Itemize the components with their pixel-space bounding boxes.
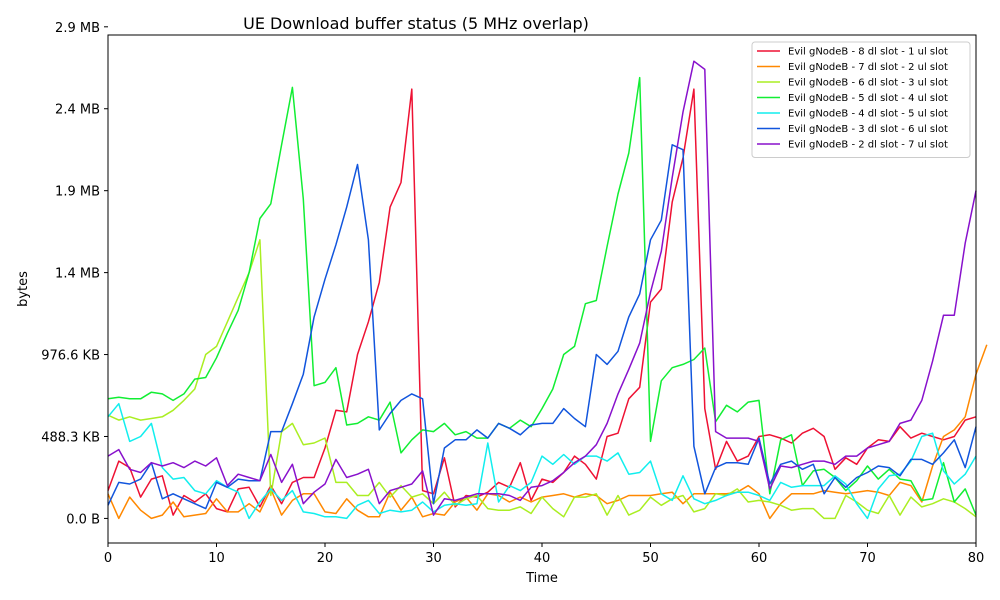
y-tick-label: 1.4 MB: [55, 267, 100, 282]
y-axis: 0.0 B 488.3 KB 976.6 KB 1.4 MB 1.9 MB 2.4 MB 2…: [41, 21, 108, 527]
legend: Evil gNodeB - 8 dl slot - 1 ul slot Evil …: [751, 41, 971, 158]
legend-entry-label: Evil gNodeB - 3 dl slot - 6 ul slot: [788, 124, 948, 135]
legend-entry-label: Evil gNodeB - 5 dl slot - 4 ul slot: [788, 93, 948, 104]
x-tick-label: 20: [317, 551, 334, 566]
x-axis: 0 10 20 30 40 50 60 70 80: [104, 543, 984, 566]
legend-entry-label: Evil gNodeB - 4 dl slot - 5 ul slot: [788, 109, 948, 120]
series-line-2: [107, 344, 988, 520]
y-tick-label: 2.9 MB: [55, 21, 100, 36]
x-tick-label: 80: [968, 551, 985, 566]
x-tick-label: 0: [104, 551, 112, 566]
series-line-7: [107, 60, 977, 516]
x-tick-label: 10: [208, 551, 225, 566]
series-line-1: [107, 88, 977, 516]
plot-lines: [107, 60, 988, 520]
y-tick-label: 488.3 KB: [41, 430, 100, 445]
series-line-4: [107, 76, 977, 516]
legend-entry-label: Evil gNodeB - 6 dl slot - 3 ul slot: [788, 78, 948, 89]
y-tick-label: 1.9 MB: [55, 185, 100, 200]
y-tick-label: 976.6 KB: [41, 349, 100, 364]
legend-box: [751, 41, 971, 158]
series-line-3: [107, 239, 977, 520]
series-line-5: [107, 402, 977, 520]
x-tick-label: 60: [751, 551, 768, 566]
y-tick-label: 0.0 B: [66, 512, 100, 527]
y-axis-label: bytes: [16, 271, 31, 307]
legend-entry-label: Evil gNodeB - 7 dl slot - 2 ul slot: [788, 62, 948, 73]
legend-entry-label: Evil gNodeB - 8 dl slot - 1 ul slot: [788, 47, 948, 58]
series-line-6: [107, 144, 977, 510]
legend-entry-label: Evil gNodeB - 2 dl slot - 7 ul slot: [788, 140, 948, 151]
x-tick-label: 40: [534, 551, 551, 566]
chart-title: UE Download buffer status (5 MHz overlap…: [243, 14, 589, 33]
x-tick-label: 50: [642, 551, 659, 566]
x-tick-label: 70: [859, 551, 876, 566]
y-tick-label: 2.4 MB: [55, 103, 100, 118]
x-tick-label: 30: [425, 551, 442, 566]
x-axis-label: Time: [525, 571, 558, 586]
